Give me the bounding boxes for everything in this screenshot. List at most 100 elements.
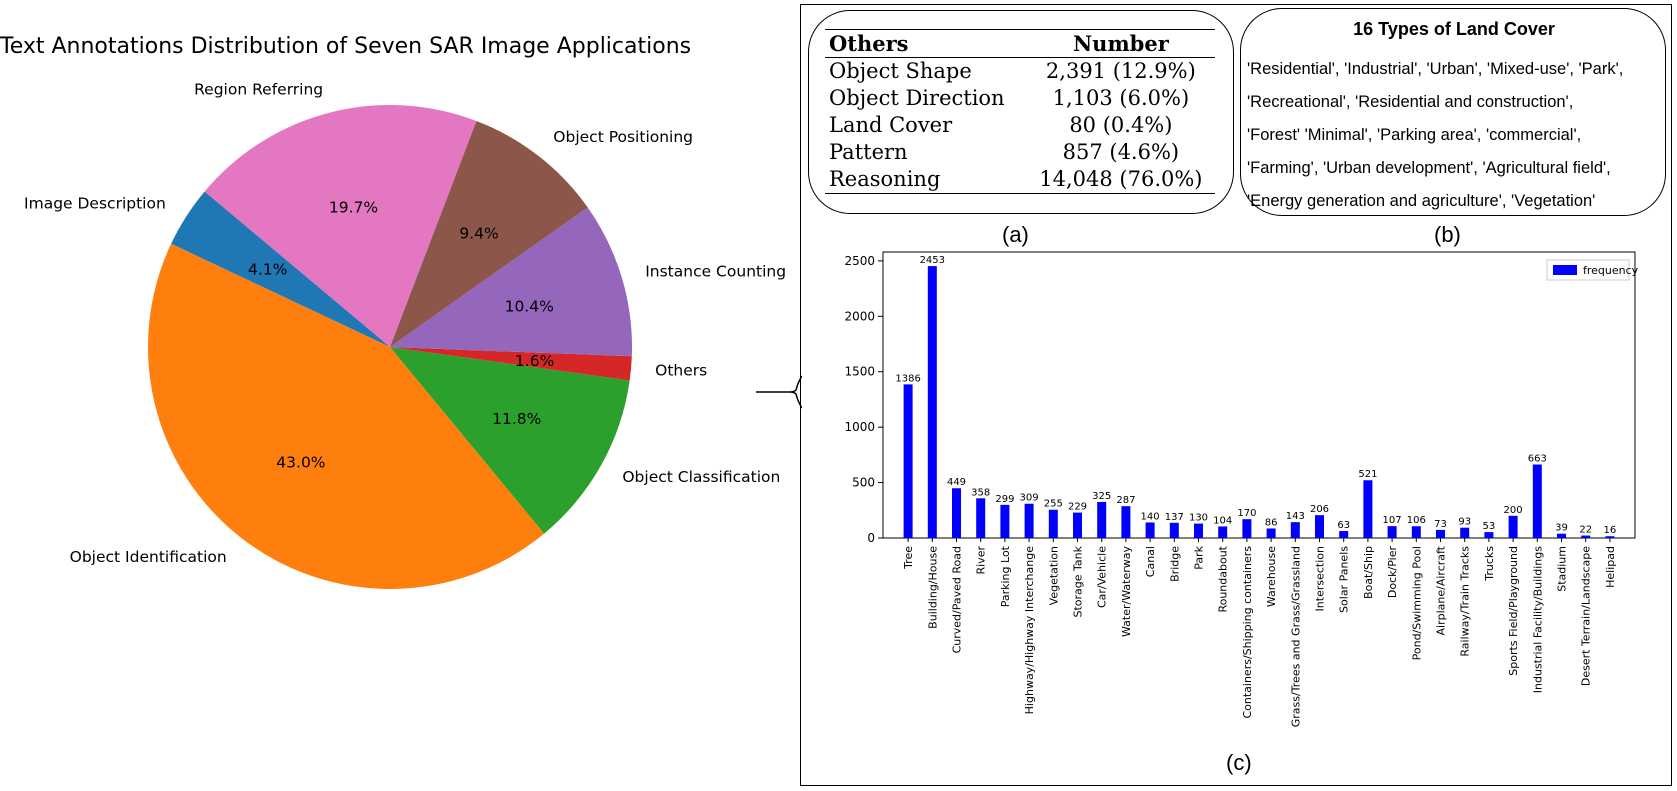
- pie-chart: 4.1% 43.0% 11.8% 1.6% 10.4% 9.4% 19.7% Image D…: [24, 80, 786, 589]
- land-cover-line: 'Farming', 'Urban development', 'Agricul…: [1247, 159, 1611, 177]
- bar-value-label: 137: [1165, 512, 1184, 523]
- bar-value-label: 63: [1337, 520, 1350, 531]
- bar-value-label: 309: [1020, 493, 1039, 504]
- bar-building-house: [927, 266, 937, 538]
- bar-containers-shipping-containers: [1242, 519, 1252, 538]
- bar-value-label: 287: [1116, 495, 1135, 506]
- row-label: Object Shape: [829, 59, 972, 83]
- row-value: 857 (4.6%): [1062, 140, 1180, 164]
- caption-a: (a): [1002, 222, 1029, 247]
- pie-slice-object-identification: [148, 243, 545, 589]
- x-tick-label: Park: [1193, 545, 1206, 569]
- legend-swatch: [1553, 265, 1577, 275]
- bar-desert-terrain-landscape: [1581, 535, 1591, 538]
- row-label: Object Direction: [829, 86, 1005, 110]
- x-tick-label: Airplane/Aircraft: [1435, 545, 1448, 635]
- x-tick-label: Bridge: [1168, 546, 1181, 582]
- bar-trucks: [1484, 532, 1494, 538]
- x-tick-label: Curved/Paved Road: [951, 546, 964, 653]
- x-tick-label: Stadium: [1556, 546, 1569, 592]
- bar-value-label: 255: [1044, 499, 1063, 510]
- bar-value-label: 107: [1383, 515, 1402, 526]
- row-value: 2,391 (12.9%): [1045, 59, 1196, 83]
- bar-value-label: 104: [1213, 515, 1232, 526]
- right-panel-frame: [800, 4, 1672, 786]
- x-tick-label: Containers/Shipping containers: [1241, 546, 1254, 719]
- bar-highway-highway-interchange: [1024, 503, 1034, 538]
- bar-value-label: 39: [1555, 523, 1568, 534]
- bar-water-waterway: [1121, 506, 1131, 538]
- bar-value-label: 22: [1579, 525, 1592, 536]
- bar-park: [1194, 523, 1203, 538]
- bar-boat-ship: [1363, 480, 1373, 538]
- x-tick-label: Highway/Highway Interchange: [1023, 546, 1036, 715]
- bar-railway-train-tracks: [1460, 527, 1470, 538]
- x-tick-label: Parking Lot: [999, 545, 1012, 607]
- bar-value-label: 449: [947, 477, 966, 488]
- column-header-others: Others: [825, 29, 1027, 58]
- bar-helipad: [1605, 536, 1615, 538]
- bar-bridge: [1169, 522, 1179, 538]
- row-label: Pattern: [829, 140, 908, 164]
- x-tick-label: Boat/Ship: [1362, 546, 1375, 599]
- land-cover-list: 'Residential', 'Industrial', 'Urban', 'M…: [1247, 53, 1667, 218]
- caption-b: (b): [1434, 222, 1461, 247]
- y-tick-label: 0: [867, 531, 875, 545]
- x-tick-label: Sports Field/Playground: [1507, 546, 1520, 676]
- table-header-row: Others Number: [825, 29, 1215, 58]
- bar-curved-paved-road: [952, 488, 961, 538]
- table-row: Land Cover 80 (0.4%): [825, 112, 1215, 139]
- x-tick-label: Pond/Swimming Pool: [1410, 546, 1423, 660]
- bar-car-vehicle: [1097, 501, 1107, 538]
- pie-slice-image-description: [171, 191, 390, 347]
- bar-industrial-facility-buildings: [1532, 464, 1542, 538]
- pie-label-region-referring: Region Referring: [194, 80, 323, 98]
- legend-label: frequency: [1583, 264, 1639, 277]
- bar-value-label: 106: [1407, 515, 1426, 526]
- pie-slice-others: [390, 347, 632, 381]
- x-tick-label: Helipad: [1604, 546, 1617, 588]
- bar-value-label: 53: [1483, 521, 1496, 532]
- table-row: Object Direction 1,103 (6.0%): [825, 85, 1215, 112]
- bar-value-label: 206: [1310, 504, 1329, 515]
- bar-value-label: 170: [1237, 508, 1256, 519]
- others-table: Others Number Object Shape 2,391 (12.9%)…: [825, 29, 1215, 194]
- pie-percent-image-description: 4.1%: [248, 261, 287, 279]
- row-label: Reasoning: [825, 166, 1027, 194]
- x-tick-label: Roundabout: [1217, 545, 1230, 612]
- pie-label-image-description: Image Description: [24, 195, 166, 213]
- bar-value-label: 1386: [895, 373, 920, 384]
- bar-river: [976, 498, 986, 538]
- x-tick-label: Building/House: [926, 546, 939, 629]
- pie-label-instance-counting: Instance Counting: [645, 262, 786, 280]
- land-cover-line: 'Residential', 'Industrial', 'Urban', 'M…: [1247, 60, 1624, 78]
- pie-slices: [148, 105, 633, 589]
- pie-chart-title: Text Annotations Distribution of Seven S…: [0, 34, 692, 59]
- x-tick-label: Storage Tank: [1072, 545, 1085, 617]
- x-tick-label: Grass/Trees and Grass/Grassland: [1289, 546, 1302, 727]
- bar-value-label: 16: [1604, 525, 1617, 536]
- table-row: Pattern 857 (4.6%): [825, 139, 1215, 166]
- table-row: Reasoning 14,048 (76.0%): [825, 166, 1215, 194]
- bar-canal: [1145, 522, 1155, 538]
- row-value: 14,048 (76.0%): [1026, 166, 1215, 194]
- pie-slice-object-classification: [390, 347, 630, 534]
- x-tick-label: Desert Terrain/Landscape: [1580, 546, 1593, 686]
- pie-percent-object-positioning: 9.4%: [459, 224, 498, 242]
- caption-c: (c): [1226, 750, 1252, 775]
- y-axis: 0 500 1000 1500 2000 2500: [844, 254, 883, 545]
- bar-storage-tank: [1073, 512, 1082, 538]
- pie-slice-object-positioning: [390, 120, 588, 347]
- y-tick-label: 1500: [844, 365, 875, 379]
- bar-value-label: 93: [1458, 517, 1471, 528]
- row-value: 1,103 (6.0%): [1052, 86, 1190, 110]
- x-tick-label: River: [975, 546, 988, 575]
- bar-value-label: 663: [1528, 454, 1547, 465]
- x-tick-label: Intersection: [1314, 546, 1327, 611]
- bar-sports-field-playground: [1508, 515, 1518, 538]
- x-tick-label: Car/Vehicle: [1096, 546, 1109, 608]
- bar-parking-lot: [1000, 504, 1010, 538]
- bar-value-label: 358: [971, 487, 990, 498]
- y-tick-label: 500: [852, 476, 875, 490]
- bar-value-label: 130: [1189, 513, 1208, 524]
